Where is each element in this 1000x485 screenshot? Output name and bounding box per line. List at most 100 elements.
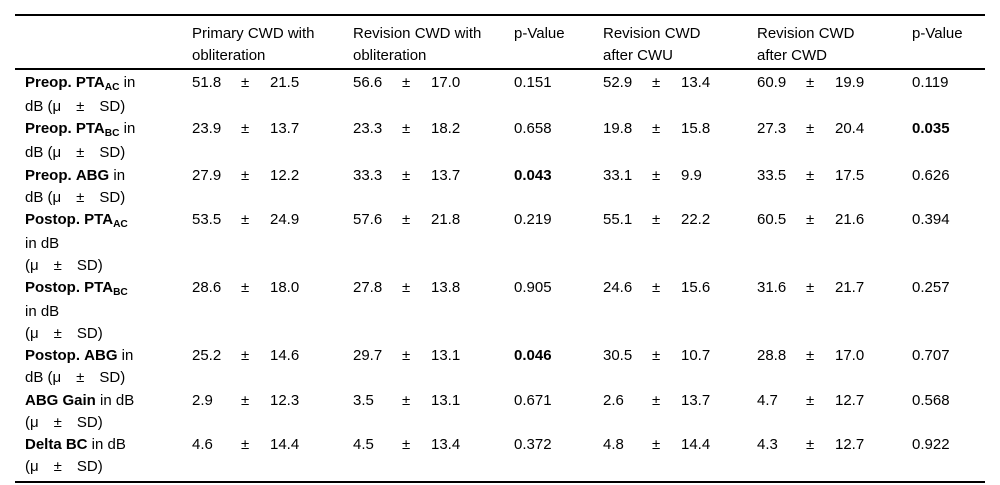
p-value-cell: 0.046 — [514, 345, 603, 367]
row-label-line: Delta BC in dB — [25, 434, 192, 456]
mean-value: 4.8 — [603, 435, 624, 453]
sd-value: 13.7 — [681, 391, 711, 409]
p-value: 0.658 — [514, 120, 552, 138]
mean-value: 4.3 — [757, 435, 778, 453]
sd-value: 19.9 — [835, 74, 865, 92]
column-header: p-Value — [514, 23, 603, 45]
row-label-line: in dB — [25, 301, 192, 323]
mean-value: 28.8 — [757, 347, 787, 365]
mean-sd-cell: 53.5 ±24.9 — [192, 209, 353, 231]
mean-value: 51.8 — [192, 74, 222, 92]
mean-value: 23.3 — [353, 120, 383, 138]
table-body: Preop. PTAAC in dB (μ ± SD) 51.8 ±21.5 56.6 ±… — [15, 70, 985, 481]
p-value-cell: 0.922 — [912, 434, 985, 456]
label-text: Preop. PTA — [25, 74, 105, 92]
plus-minus-sign: ± — [652, 120, 661, 138]
mean-sd-cell: 3.5 ±13.1 — [353, 390, 514, 412]
column-header-line: obliteration — [192, 47, 266, 65]
row-label-line: Preop. PTABC in — [25, 118, 192, 142]
column-header: Revision CWD after CWU — [603, 23, 757, 67]
mean-value: 57.6 — [353, 210, 383, 228]
sd-value: 17.5 — [835, 166, 865, 184]
mean-sd-cell: 57.6 ±21.8 — [353, 209, 514, 231]
mean-sd-cell: 27.8 ±13.8 — [353, 277, 514, 299]
label-text: dB (μ ± SD) — [25, 369, 126, 387]
label-subscript: BC — [113, 286, 128, 298]
sd-value: 21.6 — [835, 210, 865, 228]
mean-sd-cell: 33.1 ±9.9 — [603, 165, 757, 187]
mean-value: 2.9 — [192, 391, 213, 409]
plus-minus-sign: ± — [806, 391, 815, 409]
sd-value: 24.9 — [270, 210, 300, 228]
row-label-line: (μ ± SD) — [25, 456, 192, 478]
label-text: Preop. ABG — [25, 166, 110, 184]
mean-sd-cell: 24.6 ±15.6 — [603, 277, 757, 299]
p-value: 0.151 — [514, 74, 552, 92]
p-value: 0.046 — [514, 347, 552, 365]
row-label-line: ABG Gain in dB — [25, 390, 192, 412]
mean-value: 31.6 — [757, 279, 787, 297]
p-value: 0.626 — [912, 166, 950, 184]
row-label-line: Postop. ABG in — [25, 345, 192, 367]
column-header: Revision CWD after CWD — [757, 23, 912, 67]
label-text: in — [119, 74, 136, 92]
mean-value: 33.1 — [603, 166, 633, 184]
label-text: dB (μ ± SD) — [25, 98, 126, 116]
plus-minus-sign: ± — [806, 166, 815, 184]
plus-minus-sign: ± — [402, 74, 411, 92]
p-value-cell: 0.671 — [514, 390, 603, 412]
mean-sd-cell: 28.8 ±17.0 — [757, 345, 912, 367]
plus-minus-sign: ± — [806, 210, 815, 228]
sd-value: 21.7 — [835, 279, 865, 297]
column-header-line: Primary CWD with — [192, 25, 315, 42]
row-label-line: Postop. PTAAC — [25, 209, 192, 233]
column-header: Revision CWD with obliteration — [353, 23, 514, 67]
plus-minus-sign: ± — [652, 74, 661, 92]
mean-sd-cell: 23.3 ±18.2 — [353, 118, 514, 140]
column-header: p-Value — [912, 23, 985, 45]
mean-value: 55.1 — [603, 210, 633, 228]
results-table: Primary CWD with obliteration Revision CWD… — [15, 14, 985, 483]
plus-minus-sign: ± — [241, 279, 250, 297]
mean-value: 28.6 — [192, 279, 222, 297]
table-row: Postop. ABG in dB (μ ± SD) 25.2 ±14.6 29.7 ±1… — [15, 345, 985, 389]
table-row: Delta BC in dB (μ ± SD) 4.6 ±14.4 4.5 ±13.4 0.… — [15, 434, 985, 478]
sd-value: 15.6 — [681, 279, 711, 297]
mean-value: 23.9 — [192, 120, 222, 138]
label-subscript: BC — [104, 128, 120, 140]
plus-minus-sign: ± — [241, 120, 250, 138]
mean-value: 4.7 — [757, 391, 778, 409]
p-value-cell: 0.043 — [514, 165, 603, 187]
label-text: dB (μ ± SD) — [25, 188, 126, 206]
column-header-line: after CWU — [603, 47, 674, 65]
p-value-cell: 0.035 — [912, 118, 985, 140]
mean-sd-cell: 19.8 ±15.8 — [603, 118, 757, 140]
p-value-cell: 0.119 — [912, 72, 985, 94]
plus-minus-sign: ± — [806, 347, 815, 365]
plus-minus-sign: ± — [241, 166, 250, 184]
plus-minus-sign: ± — [241, 74, 250, 92]
sd-value: 13.7 — [431, 166, 461, 184]
row-label-line: Preop. ABG in — [25, 165, 192, 187]
row-label-line: (μ ± SD) — [25, 323, 192, 345]
plus-minus-sign: ± — [806, 74, 815, 92]
mean-value: 2.6 — [603, 391, 624, 409]
mean-sd-cell: 4.6 ±14.4 — [192, 434, 353, 456]
table-row: ABG Gain in dB (μ ± SD) 2.9 ±12.3 3.5 ±13.1 0.… — [15, 390, 985, 434]
label-subscript: AC — [113, 218, 128, 230]
mean-sd-cell: 2.9 ±12.3 — [192, 390, 353, 412]
label-text: dB (μ ± SD) — [25, 144, 126, 162]
plus-minus-sign: ± — [402, 210, 411, 228]
p-value: 0.119 — [912, 74, 949, 92]
label-text: (μ ± SD) — [25, 256, 103, 274]
mean-sd-cell: 52.9 ±13.4 — [603, 72, 757, 94]
mean-sd-cell: 27.3 ±20.4 — [757, 118, 912, 140]
sd-value: 14.4 — [270, 435, 300, 453]
label-text: in — [117, 347, 134, 365]
sd-value: 15.8 — [681, 120, 711, 138]
p-value-cell: 0.626 — [912, 165, 985, 187]
mean-sd-cell: 51.8 ±21.5 — [192, 72, 353, 94]
column-header-line: Revision CWD — [603, 25, 701, 42]
plus-minus-sign: ± — [241, 210, 250, 228]
p-value-cell: 0.707 — [912, 345, 985, 367]
